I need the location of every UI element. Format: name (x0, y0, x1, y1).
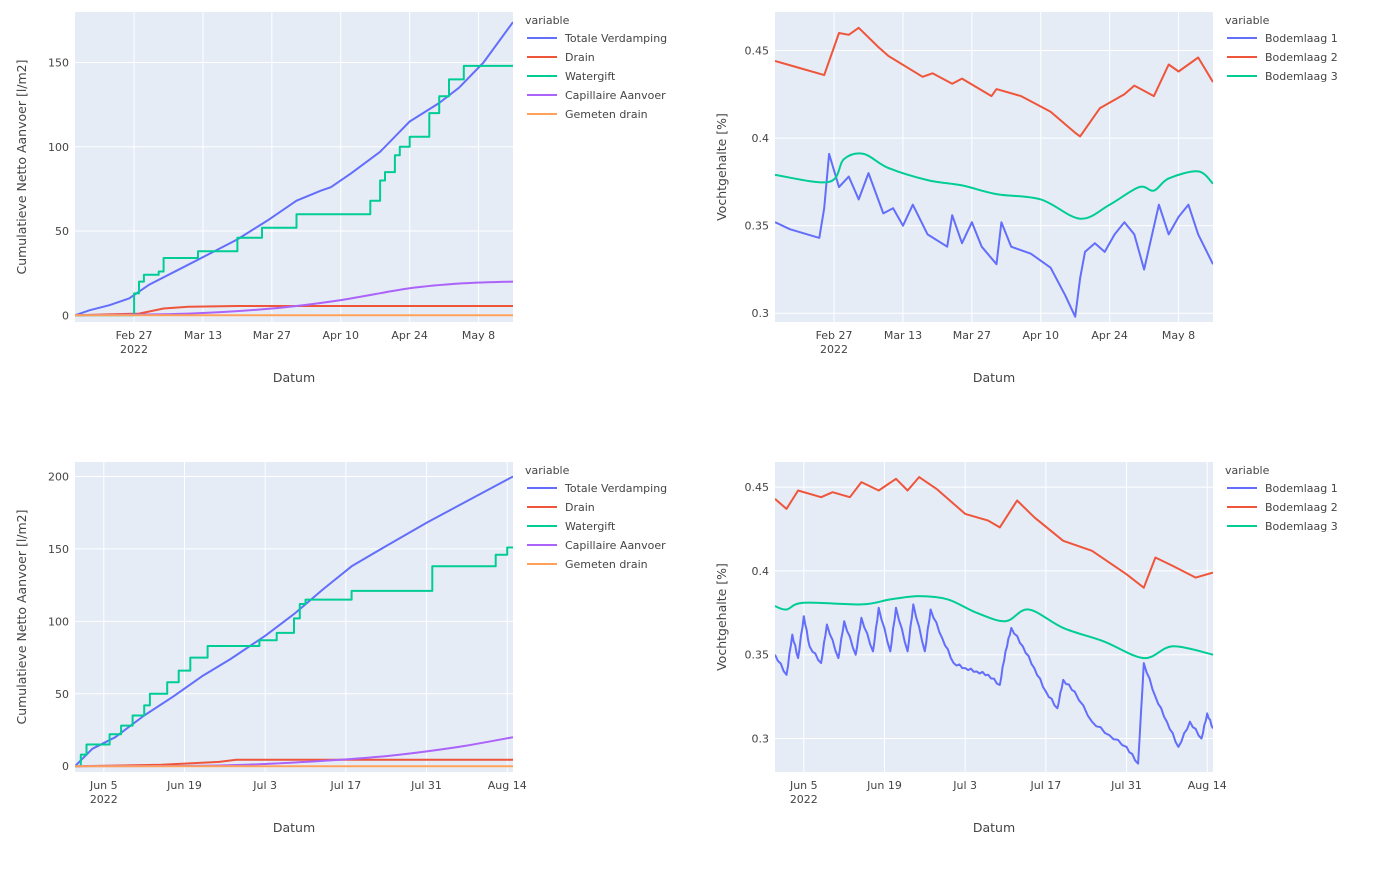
x-tick-label: Feb 27 (816, 329, 853, 342)
plot-background (75, 12, 513, 322)
y-tick-label: 0.3 (752, 732, 770, 745)
x-tick-year-label: 2022 (90, 793, 118, 806)
plot-background (75, 462, 513, 772)
legend-item-label[interactable]: Drain (565, 501, 595, 514)
x-tick-label: Apr 10 (1022, 329, 1059, 342)
x-tick-label: Jun 19 (866, 779, 902, 792)
y-tick-label: 150 (48, 543, 69, 556)
y-tick-label: 0.3 (752, 307, 770, 320)
legend-item-label[interactable]: Capillaire Aanvoer (565, 539, 666, 552)
x-tick-label: Aug 14 (488, 779, 527, 792)
y-axis-title: Vochtgehalte [%] (714, 563, 729, 671)
legend-item-label[interactable]: Bodemlaag 2 (1265, 501, 1338, 514)
x-tick-label: Mar 27 (253, 329, 291, 342)
chart-panel-top-right: Feb 27 2022 Mar 13 Mar 27 Apr 10 Apr 24 May 8 0… (700, 0, 1389, 415)
x-tick-label: Apr 10 (322, 329, 359, 342)
legend-item-label[interactable]: Totale Verdamping (564, 32, 667, 45)
x-tick-label: Apr 24 (1091, 329, 1128, 342)
legend-title: variable (1225, 14, 1270, 27)
legend-item-label[interactable]: Totale Verdamping (564, 482, 667, 495)
y-tick-label: 100 (48, 141, 69, 154)
legend-title: variable (1225, 464, 1270, 477)
x-tick-label: Jul 31 (1110, 779, 1142, 792)
legend-item-label[interactable]: Bodemlaag 1 (1265, 32, 1338, 45)
x-tick-label: Jul 3 (252, 779, 277, 792)
x-axis-title: Datum (273, 370, 315, 385)
series-line-capillaire-aanvoer (75, 280, 513, 317)
x-tick-year-label: 2022 (790, 793, 818, 806)
legend-item-label[interactable]: Bodemlaag 2 (1265, 51, 1338, 64)
x-tick-label: Jun 5 (89, 779, 118, 792)
x-axis-title: Datum (273, 820, 315, 835)
plot-background (775, 462, 1213, 772)
series-line-bodemlaag-2 (775, 26, 1213, 138)
chart-panel-top-left: Feb 27 2022 Mar 13 Mar 27 Apr 10 Apr 24 May 8 0… (0, 0, 694, 415)
legend-item-label[interactable]: Bodemlaag 3 (1265, 520, 1338, 533)
x-axis-title: Datum (973, 370, 1015, 385)
x-tick-label: Mar 13 (184, 329, 222, 342)
y-tick-label: 0 (62, 760, 69, 773)
legend-title: variable (525, 14, 570, 27)
x-axis-title: Datum (973, 820, 1015, 835)
y-tick-label: 50 (55, 225, 69, 238)
x-tick-label: Jul 17 (329, 779, 361, 792)
legend-item-label[interactable]: Bodemlaag 1 (1265, 482, 1338, 495)
chart-panel-bottom-left: Jun 5 2022 Jun 19 Jul 3 Jul 17 Jul 31 Aug 14 0 5… (0, 450, 694, 865)
chart-panel-bottom-right: Jun 5 2022 Jun 19 Jul 3 Jul 17 Jul 31 Aug 14 0.… (700, 450, 1389, 865)
x-tick-label: Jun 19 (166, 779, 202, 792)
plot-background (775, 12, 1213, 322)
y-tick-label: 0.35 (745, 649, 770, 662)
series-line-bodemlaag-1 (775, 152, 1213, 318)
x-tick-label: Jul 31 (410, 779, 442, 792)
legend-item-label[interactable]: Capillaire Aanvoer (565, 89, 666, 102)
series-line-watergift (75, 546, 513, 768)
y-axis-title: Vochtgehalte [%] (714, 113, 729, 221)
legend-item-label[interactable]: Drain (565, 51, 595, 64)
x-tick-label: Apr 24 (391, 329, 428, 342)
y-tick-label: 0.45 (745, 45, 770, 58)
series-line-watergift (75, 64, 513, 317)
x-tick-label: Aug 14 (1188, 779, 1227, 792)
y-axis-title: Cumulatieve Netto Aanvoer [l/m2] (14, 59, 29, 274)
y-tick-label: 0 (62, 309, 69, 322)
x-tick-label: May 8 (1162, 329, 1195, 342)
y-tick-label: 0.4 (752, 132, 770, 145)
legend-item-label[interactable]: Watergift (565, 520, 616, 533)
x-tick-year-label: 2022 (120, 343, 148, 356)
x-tick-year-label: 2022 (820, 343, 848, 356)
series-line-bodemlaag-3 (775, 152, 1213, 220)
legend-title: variable (525, 464, 570, 477)
y-tick-label: 0.35 (745, 220, 770, 233)
legend-item-label[interactable]: Gemeten drain (565, 108, 648, 121)
x-tick-label: Mar 13 (884, 329, 922, 342)
series-line-totale-verdamping (75, 475, 513, 767)
y-tick-label: 50 (55, 688, 69, 701)
legend-item-label[interactable]: Watergift (565, 70, 616, 83)
y-tick-label: 0.45 (745, 481, 770, 494)
series-line-bodemlaag-1 (775, 603, 1213, 765)
y-tick-label: 200 (48, 470, 69, 483)
x-tick-label: Feb 27 (116, 329, 153, 342)
y-tick-label: 0.4 (752, 565, 770, 578)
x-tick-label: Jun 5 (789, 779, 818, 792)
x-tick-label: Jul 3 (952, 779, 977, 792)
x-tick-label: May 8 (462, 329, 495, 342)
y-tick-label: 150 (48, 57, 69, 70)
series-line-bodemlaag-3 (775, 595, 1213, 660)
y-tick-label: 100 (48, 615, 69, 628)
x-tick-label: Jul 17 (1029, 779, 1061, 792)
series-line-bodemlaag-2 (775, 476, 1213, 589)
x-tick-label: Mar 27 (953, 329, 991, 342)
y-axis-title: Cumulatieve Netto Aanvoer [l/m2] (14, 509, 29, 724)
legend-item-label[interactable]: Bodemlaag 3 (1265, 70, 1338, 83)
legend-item-label[interactable]: Gemeten drain (565, 558, 648, 571)
